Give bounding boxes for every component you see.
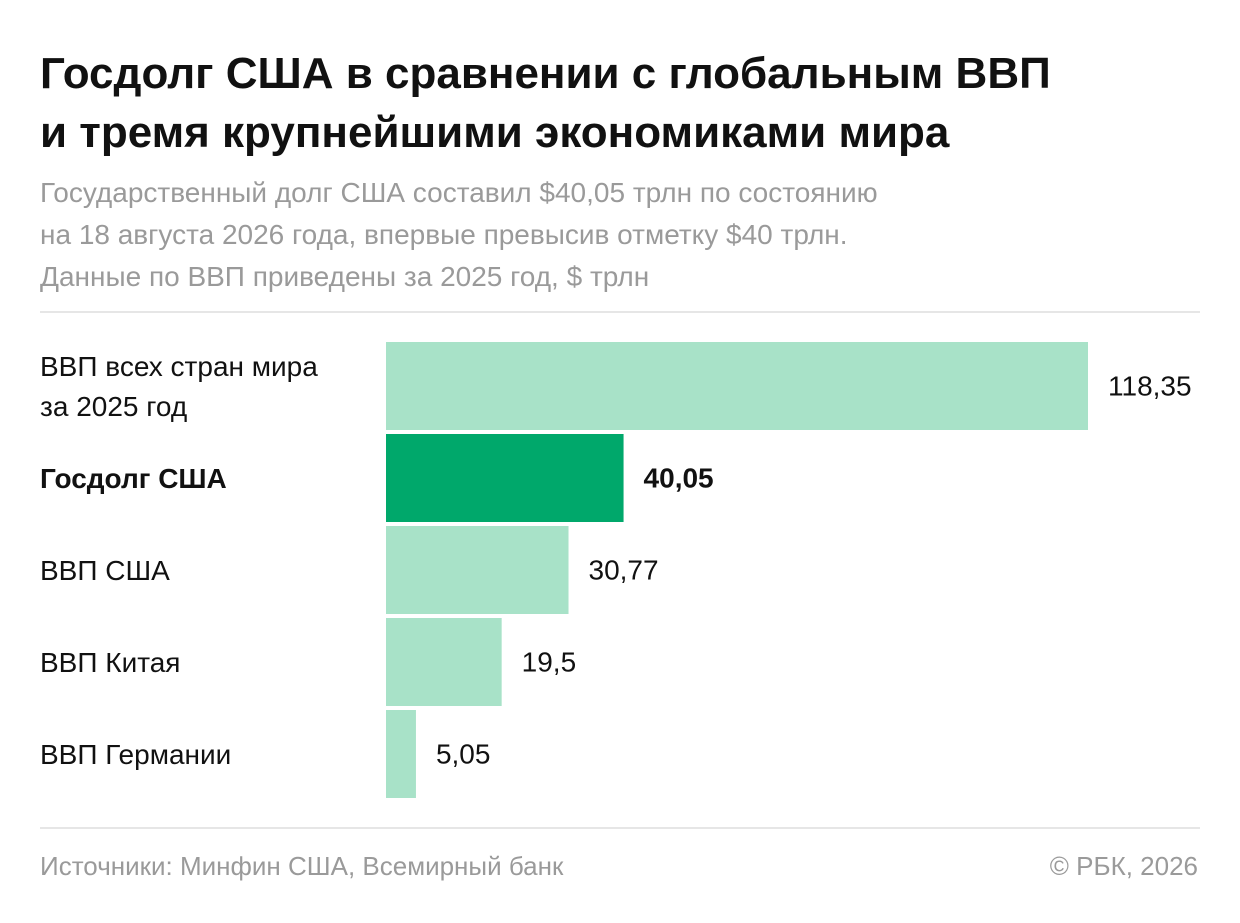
copyright-note: © РБК, 2026 — [1049, 851, 1198, 881]
bar-2 — [386, 526, 569, 614]
category-label-0: ВВП всех стран мира за 2025 год — [40, 351, 318, 422]
bar-4 — [386, 710, 416, 798]
top-divider — [40, 311, 1200, 313]
chart-title-line-1: Госдолг США в сравнении с глобальным ВВП — [40, 49, 1051, 98]
value-label-1: 40,05 — [644, 463, 714, 494]
category-label-1: Госдолг США — [40, 463, 227, 494]
bar-1 — [386, 434, 624, 522]
subtitle-line-1: Государственный долг США составил $40,05… — [40, 177, 878, 208]
chart-title-line-2: и тремя крупнейшими экономиками мира — [40, 108, 950, 157]
value-label-0: 118,35 — [1108, 371, 1192, 402]
bar-0 — [386, 342, 1088, 430]
subtitle-line-2: на 18 августа 2026 года, впервые превыси… — [40, 219, 848, 250]
value-label-4: 5,05 — [436, 739, 491, 770]
bar-chart: ВВП всех стран мира за 2025 год 118,35 Госд… — [40, 342, 1192, 798]
bottom-divider — [40, 827, 1200, 829]
chart-subtitle: Государственный долг США составил $40,05… — [40, 172, 1160, 298]
subtitle-line-3: Данные по ВВП приведены за 2025 год, $ т… — [40, 261, 650, 292]
source-note: Источники: Минфин США, Всемирный банк — [40, 851, 564, 881]
category-label-4: ВВП Германии — [40, 739, 231, 770]
category-label-3: ВВП Китая — [40, 647, 180, 678]
value-label-2: 30,77 — [589, 555, 659, 586]
category-label-2: ВВП США — [40, 555, 170, 586]
value-label-3: 19,5 — [522, 647, 577, 678]
chart-title: Госдолг США в сравнении с глобальным ВВП… — [40, 44, 1200, 162]
bar-3 — [386, 618, 502, 706]
